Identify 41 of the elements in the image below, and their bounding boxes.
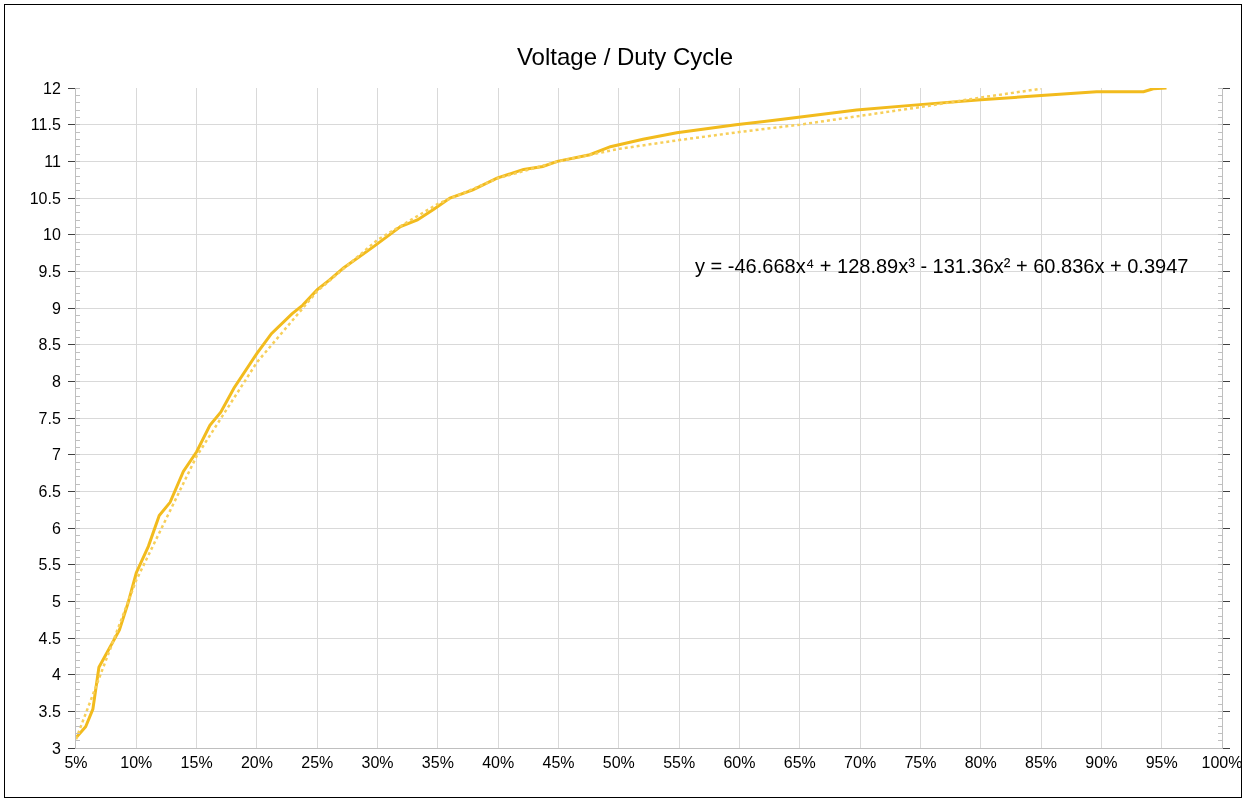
x-tick-label: 45% — [542, 754, 575, 772]
x-tick-label: 80% — [964, 754, 997, 772]
y-tick-label: 12 — [43, 79, 61, 97]
x-tick-label: 65% — [783, 754, 816, 772]
x-tick-label: 20% — [240, 754, 273, 772]
y-tick-label: 9 — [51, 299, 61, 317]
x-tick-label: 35% — [421, 754, 454, 772]
x-tick-label: 15% — [180, 754, 213, 772]
x-tick-label: 10% — [120, 754, 153, 772]
y-tick-label: 6 — [51, 519, 61, 537]
x-tick-label: 100% — [1201, 754, 1243, 772]
y-tick-label: 3 — [51, 739, 61, 757]
y-tick-label: 5 — [51, 592, 61, 610]
x-tick-label: 25% — [301, 754, 334, 772]
y-tick-label: 6.5 — [38, 482, 61, 500]
y-tick-label: 7 — [51, 446, 61, 464]
y-tick-label: 4 — [51, 666, 61, 684]
x-tick-label: 40% — [482, 754, 515, 772]
y-tick-label: 10 — [43, 226, 61, 244]
y-tick-label: 11 — [44, 152, 61, 170]
y-tick-label: 11.5 — [30, 116, 61, 134]
x-tick-label: 70% — [844, 754, 877, 772]
y-tick-label: 3.5 — [38, 702, 61, 720]
x-tick-label: 90% — [1085, 754, 1118, 772]
x-tick-label: 5% — [64, 754, 88, 772]
x-tick-label: 60% — [723, 754, 756, 772]
x-tick-label: 55% — [663, 754, 696, 772]
annotation: y = -46.668x⁴ + 128.89x³ - 131.36x² + 60.836x + 0.3947 — [695, 255, 1189, 277]
y-tick-label: 9.5 — [38, 262, 61, 280]
x-tick-label: 30% — [361, 754, 394, 772]
x-tick-label: 95% — [1145, 754, 1178, 772]
chart-title: Voltage / Duty Cycle — [516, 42, 734, 70]
x-tick-label: 75% — [904, 754, 937, 772]
y-tick-label: 7.5 — [38, 409, 61, 427]
x-tick-label: 50% — [602, 754, 635, 772]
y-tick-label: 8 — [51, 372, 61, 390]
x-tick-label: 85% — [1025, 754, 1058, 772]
y-tick-label: 4.5 — [38, 629, 61, 647]
y-tick-label: 10.5 — [29, 189, 61, 207]
y-tick-label: 8.5 — [38, 336, 61, 354]
y-tick-label: 5.5 — [38, 556, 61, 574]
